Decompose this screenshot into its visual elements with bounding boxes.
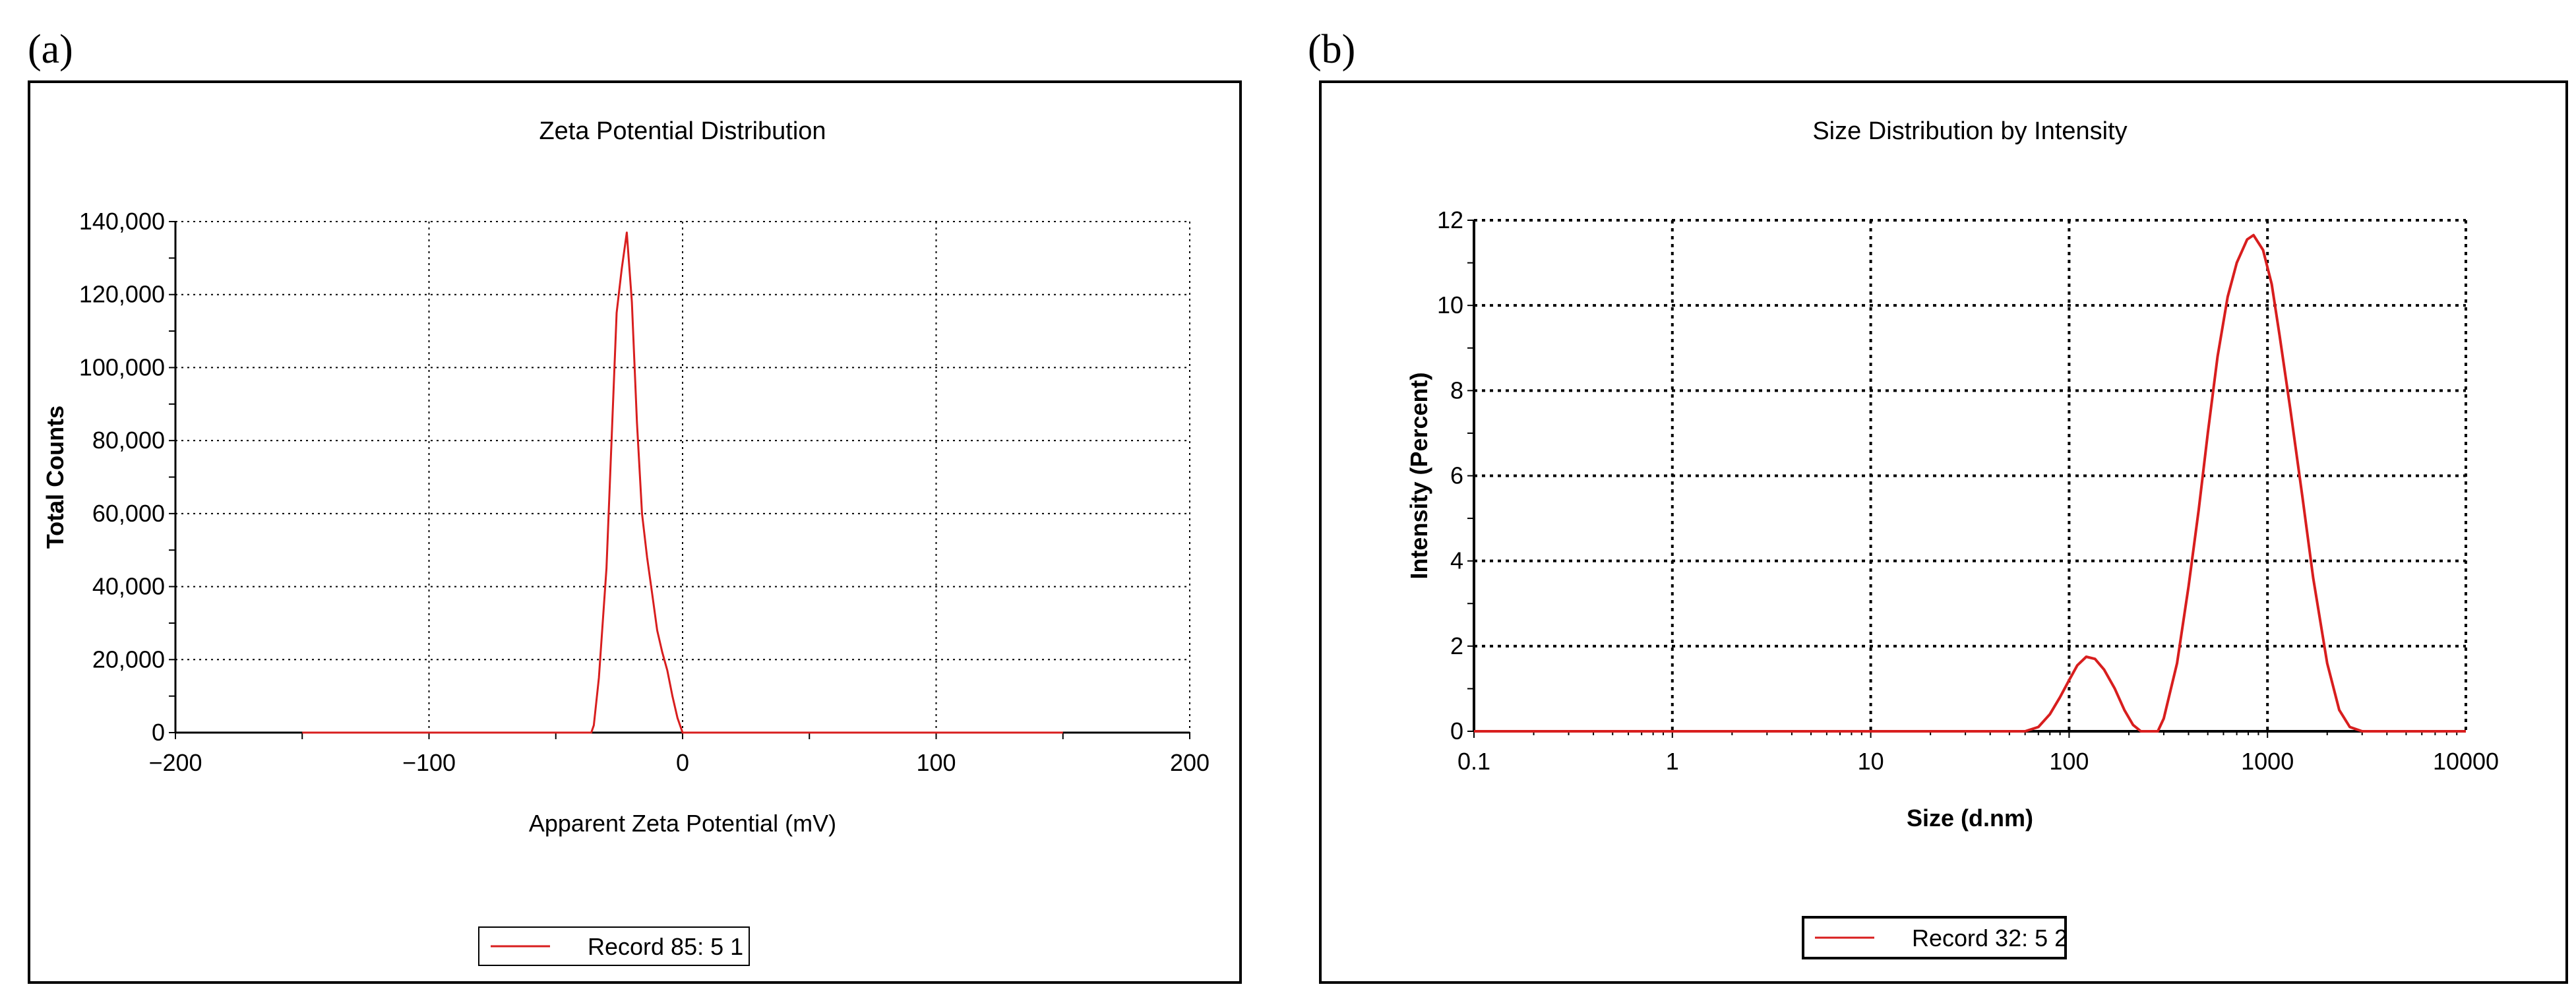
legend-box [478, 926, 750, 966]
grid [175, 221, 1190, 733]
chart-title: Zeta Potential Distribution [539, 117, 826, 145]
y-tick-label: 100,000 [79, 353, 165, 380]
zeta-chart-frame: Zeta Potential Distribution Apparent Zet… [28, 80, 1242, 984]
x-tick-label: −100 [402, 749, 456, 776]
y-tick-label: 0 [1450, 717, 1463, 744]
y-tick-label: 12 [1437, 206, 1463, 233]
y-tick-label: 120,000 [79, 281, 165, 308]
panel-label-a: (a) [28, 27, 73, 72]
y-tick-label: 10 [1437, 291, 1463, 318]
panel-label-b: (b) [1308, 27, 1356, 72]
x-tick-label: 1000 [2241, 748, 2294, 775]
axes [169, 221, 1190, 739]
tick-labels: 0 20,000 40,000 60,000 80,000 100,000 120,000 1… [79, 208, 1210, 776]
x-axis-title: Apparent Zeta Potential (mV) [529, 810, 836, 837]
y-tick-label: 80,000 [92, 427, 165, 454]
grid [1474, 219, 2467, 731]
size-chart-frame: Size Distribution by Intensity Size (d.n… [1319, 80, 2568, 984]
legend: Record 85: 5 1 [478, 926, 750, 966]
series [1474, 233, 2466, 733]
x-tick-label: 0.1 [1457, 748, 1490, 775]
y-tick-label: 60,000 [92, 500, 165, 527]
series-line [302, 231, 1063, 734]
y-tick-label: 2 [1450, 632, 1463, 659]
axes [1467, 220, 2466, 738]
x-tick-label: 10000 [2433, 748, 2499, 775]
x-tick-label: 100 [2049, 748, 2089, 775]
y-tick-label: 6 [1450, 462, 1463, 489]
legend-label: Record 32: 5 2 [1912, 924, 2068, 952]
chart-title: Size Distribution by Intensity [1812, 117, 2127, 145]
legend: Record 32: 5 2 [1802, 916, 2068, 959]
y-tick-label: 4 [1450, 547, 1463, 574]
y-axis-title: Intensity (Percent) [1405, 372, 1432, 579]
y-tick-label: 8 [1450, 377, 1463, 404]
x-tick-label: 100 [916, 749, 956, 776]
series-line [1474, 233, 2466, 733]
x-tick-label: −200 [148, 749, 202, 776]
y-tick-label: 0 [152, 719, 165, 746]
y-tick-label: 40,000 [92, 573, 165, 600]
x-tick-label: 1 [1666, 748, 1679, 775]
legend-label: Record 85: 5 1 [588, 933, 743, 960]
y-tick-label: 140,000 [79, 208, 165, 235]
x-tick-label: 200 [1170, 749, 1210, 776]
x-axis-title: Size (d.nm) [1907, 804, 2033, 832]
x-tick-label: 0 [676, 749, 689, 776]
series [302, 231, 1063, 734]
tick-labels: 0 2 4 6 8 10 12 0.1 1 10 100 1000 10000 [1437, 206, 2499, 775]
y-axis-title: Total Counts [42, 406, 69, 549]
size-distribution-chart: Size Distribution by Intensity Size (d.n… [1405, 117, 2499, 959]
y-tick-label: 20,000 [92, 646, 165, 673]
zeta-potential-chart: Zeta Potential Distribution Apparent Zet… [42, 117, 1210, 966]
x-tick-label: 10 [1858, 748, 1884, 775]
